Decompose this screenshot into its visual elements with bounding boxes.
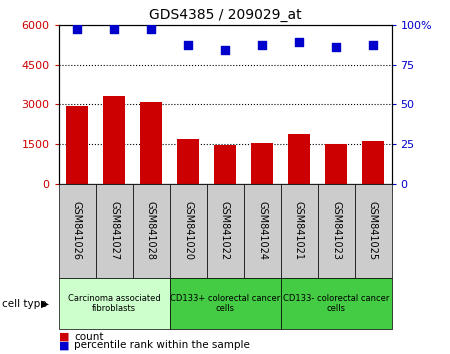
Text: GSM841020: GSM841020 xyxy=(183,201,193,261)
Point xyxy=(73,26,81,32)
Bar xyxy=(325,144,347,184)
Point xyxy=(221,47,229,53)
Text: GSM841023: GSM841023 xyxy=(331,201,341,261)
Text: GSM841026: GSM841026 xyxy=(72,201,82,261)
Bar xyxy=(243,184,280,278)
Text: GSM841024: GSM841024 xyxy=(257,201,267,261)
Bar xyxy=(251,143,273,184)
Bar xyxy=(66,106,88,184)
Text: ▶: ▶ xyxy=(41,298,49,309)
Bar xyxy=(318,184,355,278)
Text: count: count xyxy=(74,332,104,342)
Bar xyxy=(103,96,125,184)
Bar xyxy=(280,278,392,329)
Text: GSM841025: GSM841025 xyxy=(368,201,378,261)
Bar xyxy=(170,278,280,329)
Bar xyxy=(58,278,170,329)
Point xyxy=(184,42,192,48)
Bar xyxy=(140,102,162,184)
Point xyxy=(295,39,302,45)
Text: percentile rank within the sample: percentile rank within the sample xyxy=(74,341,250,350)
Text: cell type: cell type xyxy=(2,298,47,309)
Bar xyxy=(355,184,392,278)
Point xyxy=(258,42,265,48)
Text: Carcinoma associated
fibroblasts: Carcinoma associated fibroblasts xyxy=(68,294,160,313)
Bar xyxy=(58,184,95,278)
Bar xyxy=(288,133,310,184)
Point xyxy=(333,44,340,50)
Bar xyxy=(214,145,236,184)
Point xyxy=(148,26,155,32)
Text: CD133+ colorectal cancer
cells: CD133+ colorectal cancer cells xyxy=(170,294,280,313)
Bar xyxy=(280,184,318,278)
Bar xyxy=(170,184,207,278)
Title: GDS4385 / 209029_at: GDS4385 / 209029_at xyxy=(148,8,302,22)
Bar xyxy=(207,184,243,278)
Text: ■: ■ xyxy=(58,332,69,342)
Bar xyxy=(132,184,170,278)
Bar xyxy=(95,184,132,278)
Text: GSM841027: GSM841027 xyxy=(109,201,119,261)
Point xyxy=(369,42,377,48)
Text: CD133- colorectal cancer
cells: CD133- colorectal cancer cells xyxy=(283,294,389,313)
Text: GSM841021: GSM841021 xyxy=(294,201,304,261)
Text: GSM841022: GSM841022 xyxy=(220,201,230,261)
Text: ■: ■ xyxy=(58,341,69,350)
Point xyxy=(110,26,117,32)
Bar xyxy=(362,141,384,184)
Text: GSM841028: GSM841028 xyxy=(146,201,156,261)
Bar xyxy=(177,139,199,184)
